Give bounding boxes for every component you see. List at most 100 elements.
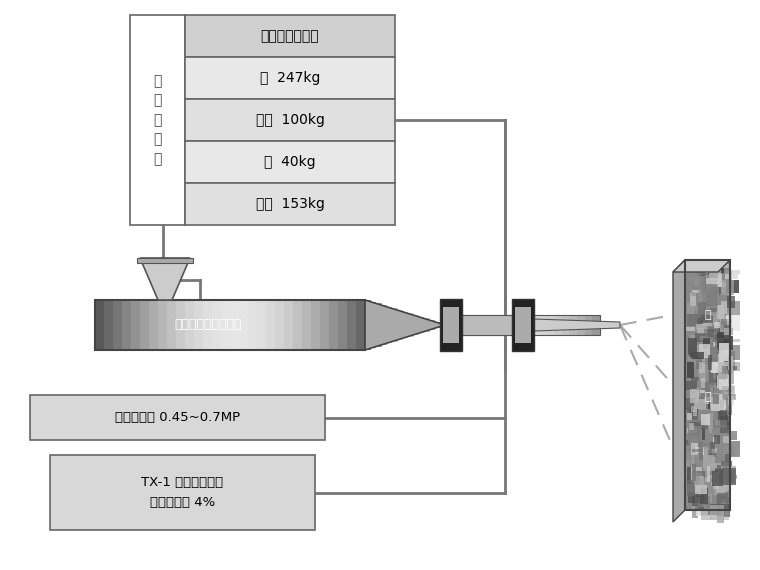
- Bar: [691, 389, 695, 393]
- Bar: [713, 420, 727, 428]
- Bar: [185, 141, 395, 183]
- Bar: [720, 370, 732, 374]
- Bar: [365, 300, 371, 350]
- Bar: [717, 437, 730, 453]
- Bar: [719, 343, 730, 361]
- Bar: [699, 272, 705, 276]
- Bar: [718, 305, 724, 319]
- Bar: [697, 328, 705, 333]
- Bar: [723, 435, 730, 443]
- Bar: [445, 315, 600, 335]
- Bar: [434, 321, 440, 328]
- Bar: [700, 488, 708, 504]
- Bar: [697, 484, 701, 490]
- Bar: [687, 467, 692, 484]
- Text: 水泥  100kg: 水泥 100kg: [255, 113, 325, 127]
- Bar: [720, 319, 727, 325]
- Bar: [716, 369, 721, 386]
- Bar: [696, 324, 707, 329]
- Bar: [729, 367, 734, 384]
- Bar: [701, 418, 707, 425]
- Bar: [706, 502, 710, 507]
- Bar: [726, 312, 732, 323]
- Bar: [725, 316, 731, 321]
- Text: 湿喷式混凝土喷射机: 湿喷式混凝土喷射机: [175, 319, 242, 332]
- Bar: [727, 396, 734, 405]
- Bar: [727, 296, 736, 308]
- Bar: [727, 339, 740, 342]
- Bar: [515, 307, 531, 343]
- Bar: [721, 474, 734, 482]
- Bar: [688, 338, 698, 355]
- Bar: [716, 381, 723, 386]
- Bar: [692, 506, 698, 518]
- Bar: [714, 478, 724, 495]
- Text: TX-1 型液体速凝剂
水泥用量的 4%: TX-1 型液体速凝剂 水泥用量的 4%: [141, 475, 223, 510]
- Bar: [701, 510, 711, 520]
- Bar: [720, 416, 730, 433]
- Bar: [515, 315, 523, 335]
- Bar: [717, 332, 730, 350]
- Bar: [113, 300, 122, 350]
- Bar: [720, 409, 727, 421]
- Bar: [711, 286, 721, 294]
- Bar: [695, 447, 707, 453]
- Bar: [149, 300, 159, 350]
- Bar: [724, 328, 733, 335]
- Bar: [709, 393, 719, 409]
- Bar: [711, 291, 715, 306]
- Text: 岩: 岩: [705, 310, 711, 320]
- Bar: [691, 467, 702, 471]
- Bar: [698, 477, 704, 484]
- Text: 风压控制在 0.45~0.7MP: 风压控制在 0.45~0.7MP: [115, 411, 240, 424]
- Bar: [699, 362, 705, 373]
- Bar: [690, 352, 704, 359]
- Bar: [711, 308, 720, 314]
- Bar: [714, 435, 720, 443]
- Bar: [686, 327, 695, 331]
- Bar: [730, 362, 739, 371]
- Bar: [728, 345, 740, 360]
- Bar: [338, 300, 347, 350]
- Bar: [714, 475, 727, 492]
- Bar: [686, 398, 698, 410]
- Bar: [710, 385, 713, 396]
- Bar: [707, 329, 719, 337]
- Bar: [686, 381, 699, 390]
- Bar: [698, 302, 705, 315]
- Bar: [727, 366, 737, 369]
- Bar: [701, 382, 714, 397]
- Bar: [693, 340, 705, 346]
- Bar: [443, 307, 459, 343]
- Bar: [711, 351, 715, 356]
- Bar: [711, 361, 724, 373]
- Bar: [692, 306, 703, 311]
- Bar: [722, 348, 728, 353]
- Bar: [140, 300, 150, 350]
- Bar: [50, 455, 315, 530]
- Bar: [689, 426, 701, 443]
- Bar: [698, 442, 702, 460]
- Bar: [705, 332, 717, 337]
- Bar: [705, 397, 709, 404]
- Bar: [468, 315, 477, 335]
- Bar: [724, 356, 730, 365]
- Bar: [696, 345, 705, 361]
- Bar: [714, 323, 720, 328]
- Bar: [167, 300, 176, 350]
- Bar: [302, 300, 312, 350]
- Bar: [692, 406, 698, 412]
- Bar: [709, 263, 720, 280]
- Bar: [689, 469, 697, 482]
- Bar: [708, 413, 713, 429]
- Bar: [194, 300, 204, 350]
- Bar: [689, 422, 700, 435]
- Bar: [686, 451, 693, 461]
- Bar: [727, 470, 733, 474]
- Bar: [728, 385, 734, 393]
- Bar: [726, 416, 729, 429]
- Bar: [692, 413, 698, 427]
- Bar: [693, 409, 697, 416]
- Bar: [702, 427, 705, 439]
- Bar: [708, 327, 714, 338]
